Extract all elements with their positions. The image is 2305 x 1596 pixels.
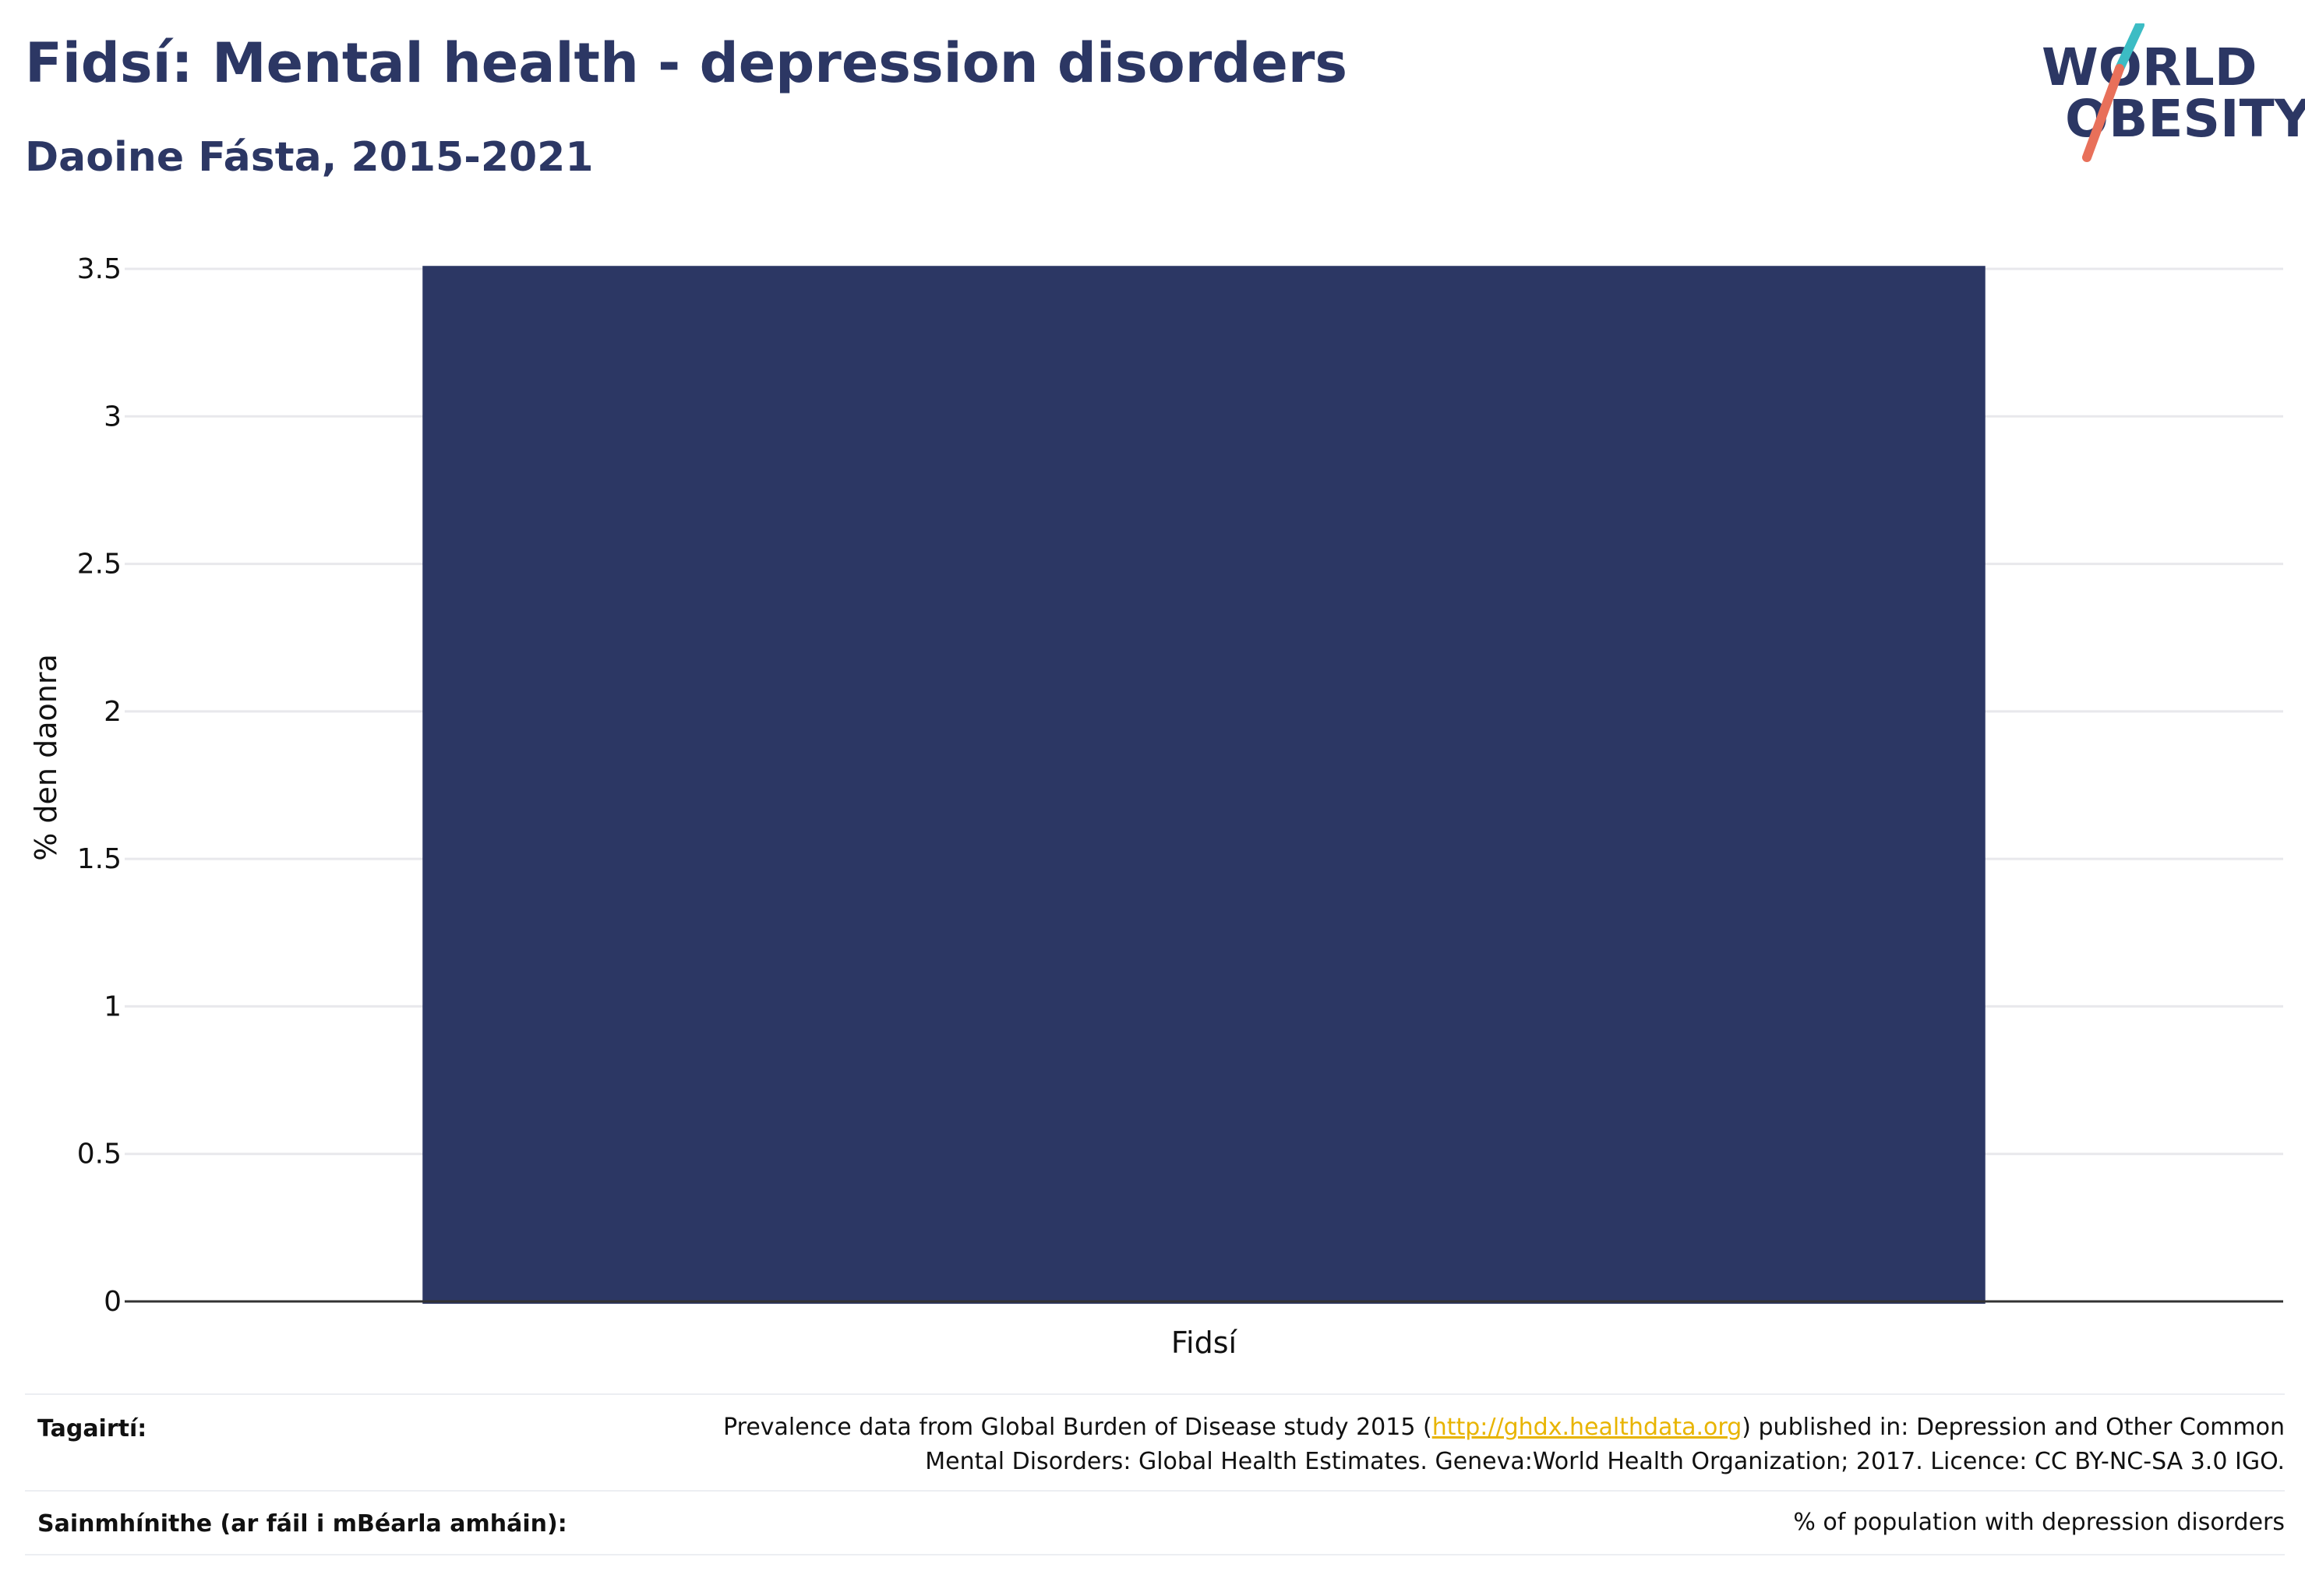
logo-line-1: WORLD (2042, 37, 2257, 97)
logo-slash-icon (2082, 23, 2144, 162)
footer-divider-top (25, 1393, 2285, 1395)
footer-divider-mid (25, 1490, 2285, 1492)
references-text-2: Mental Disorders: Global Health Estimate… (925, 1448, 2285, 1475)
references-label: Tagairtí: (37, 1415, 147, 1442)
footer-divider-bottom (25, 1554, 2285, 1555)
definitions-label: Sainmhínithe (ar fáil i mBéarla amháin): (37, 1510, 567, 1538)
y-axis-label: % den daonra (29, 654, 63, 861)
y-tick-label: 1.5 (77, 843, 122, 875)
definitions-text: % of population with depression disorder… (1793, 1509, 2285, 1536)
x-axis-ticks: Fidsí (1171, 1326, 1238, 1360)
y-tick-label: 0 (104, 1286, 122, 1318)
references-text: Prevalence data from Global Burden of Di… (723, 1411, 2285, 1479)
bars (422, 266, 1986, 1304)
references-text-1b: ) published in: Depression and Other Com… (1742, 1414, 2285, 1441)
definitions-row: Sainmhínithe (ar fáil i mBéarla amháin):… (25, 1492, 2285, 1554)
references-text-1a: Prevalence data from Global Burden of Di… (723, 1414, 1432, 1441)
references-row: Tagairtí: Prevalence data from Global Bu… (25, 1395, 2285, 1488)
y-tick-label: 2.5 (77, 549, 122, 581)
bar-chart: 0 0.5 1 1.5 2 2.5 3 3.5 Fidsí % den daonra (29, 253, 2283, 1360)
page-subtitle: Daoine Fásta, 2015-2021 (25, 134, 594, 181)
references-link[interactable]: http://ghdx.healthdata.org (1431, 1414, 1742, 1441)
bar[interactable] (422, 266, 1986, 1304)
y-tick-label: 3 (104, 401, 122, 433)
x-tick-label: Fidsí (1171, 1326, 1238, 1360)
page-title: Fidsí: Mental health - depression disord… (25, 31, 1348, 95)
y-axis-ticks: 0 0.5 1 1.5 2 2.5 3 3.5 (77, 253, 122, 1318)
y-tick-label: 2 (104, 696, 122, 728)
world-obesity-logo[interactable]: WORLD OBESITY (2026, 23, 2305, 164)
y-tick-label: 0.5 (77, 1139, 122, 1171)
y-tick-label: 1 (104, 990, 122, 1022)
y-tick-label: 3.5 (77, 253, 122, 285)
